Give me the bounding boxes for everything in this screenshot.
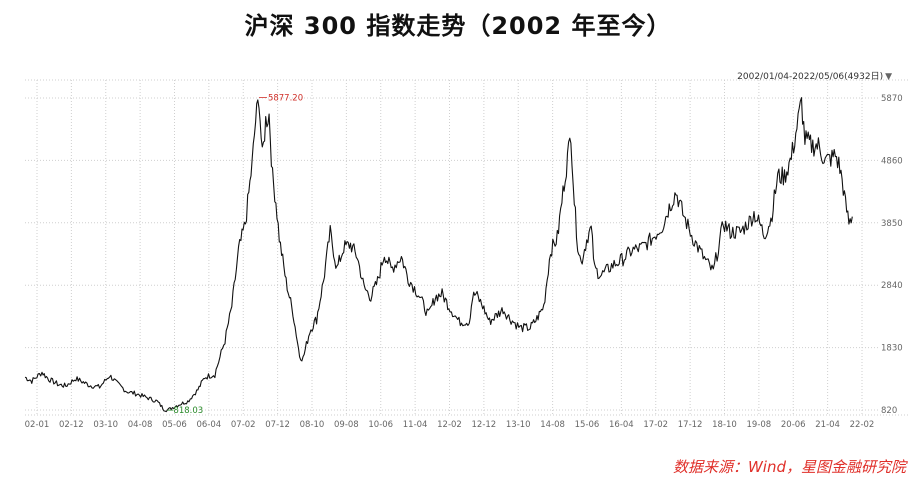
y-tick-label: 820 bbox=[881, 406, 897, 416]
x-tick-label: 17-02 bbox=[643, 420, 668, 430]
x-tick-label: 06-04 bbox=[197, 420, 222, 430]
y-axis: 5870 4860 3850 2840 1830 820 bbox=[881, 94, 903, 416]
x-tick-label: 04-08 bbox=[128, 420, 153, 430]
x-tick-label: 14-08 bbox=[540, 420, 565, 430]
x-tick-label: 03-10 bbox=[93, 420, 118, 430]
y-tick-label: 4860 bbox=[881, 156, 903, 166]
x-axis: 02-01 02-12 03-10 04-08 05-06 06-04 07-02 07-12… bbox=[25, 420, 875, 430]
x-tick-label: 08-10 bbox=[300, 420, 325, 430]
x-tick-label: 12-02 bbox=[437, 420, 462, 430]
y-tick-label: 3850 bbox=[881, 219, 903, 229]
x-tick-label: 13-10 bbox=[506, 420, 531, 430]
x-tick-label: 09-08 bbox=[334, 420, 359, 430]
grid-layer bbox=[25, 80, 908, 415]
x-tick-label: 22-02 bbox=[850, 420, 875, 430]
x-tick-label: 19-08 bbox=[747, 420, 772, 430]
x-tick-label: 16-04 bbox=[609, 420, 634, 430]
x-tick-label: 07-02 bbox=[231, 420, 256, 430]
x-tick-label: 18-10 bbox=[712, 420, 737, 430]
x-tick-label: 11-04 bbox=[403, 420, 428, 430]
x-tick-label: 02-12 bbox=[59, 420, 84, 430]
series-line bbox=[25, 98, 852, 412]
x-tick-label: 12-12 bbox=[472, 420, 497, 430]
x-tick-label: 10-06 bbox=[368, 420, 393, 430]
series-layer bbox=[25, 98, 852, 412]
y-tick-label: 2840 bbox=[881, 281, 903, 291]
x-tick-label: 17-12 bbox=[678, 420, 703, 430]
source-note: 数据来源：Wind，星图金融研究院 bbox=[673, 456, 906, 477]
min-value-label: 818.03 bbox=[173, 406, 203, 416]
max-value-label: 5877.20 bbox=[268, 94, 303, 104]
x-tick-label: 02-01 bbox=[25, 420, 50, 430]
x-tick-label: 05-06 bbox=[162, 420, 187, 430]
x-tick-label: 07-12 bbox=[265, 420, 290, 430]
x-tick-label: 21-04 bbox=[815, 420, 840, 430]
x-tick-label: 15-06 bbox=[575, 420, 600, 430]
x-tick-label: 20-06 bbox=[781, 420, 806, 430]
y-tick-label: 5870 bbox=[881, 94, 903, 104]
y-tick-label: 1830 bbox=[881, 344, 903, 354]
